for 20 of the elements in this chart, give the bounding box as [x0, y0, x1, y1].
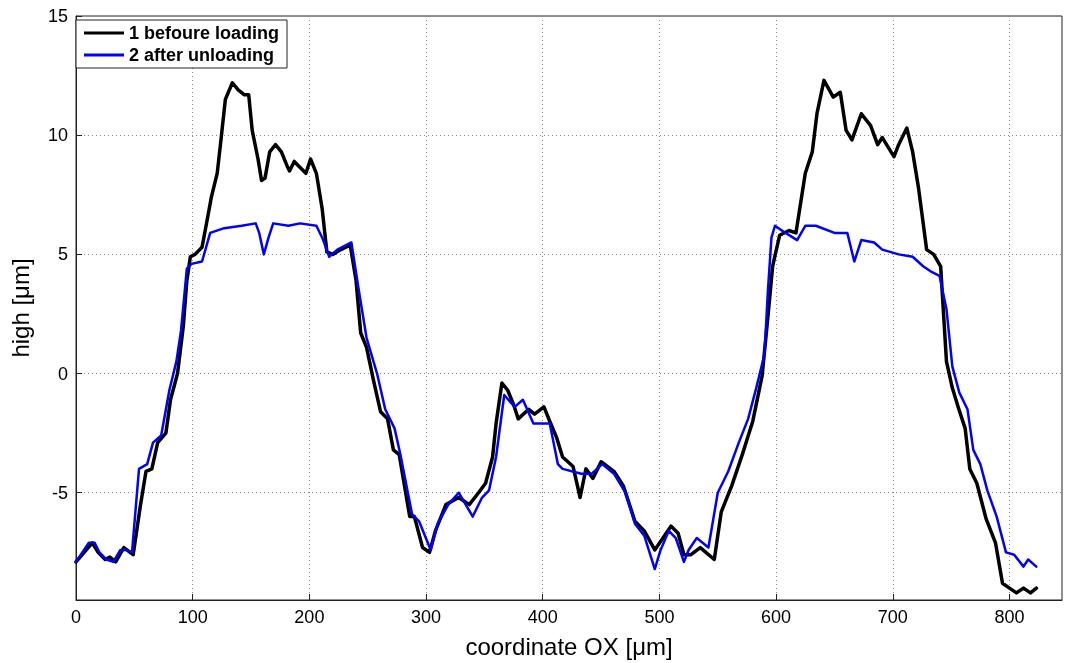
x-tick-label: 500 [644, 607, 675, 627]
legend-label: 2 after unloading [129, 45, 275, 65]
x-tick-label: 100 [177, 607, 208, 627]
line-series [74, 78, 1039, 595]
x-tick-label: 400 [527, 607, 558, 627]
x-tick-label: 600 [761, 607, 792, 627]
y-tick-label: 0 [57, 363, 68, 384]
x-tick-label: 700 [877, 607, 908, 627]
x-tick-label: 0 [70, 607, 82, 627]
line-series [74, 222, 1038, 571]
y-tick-label: 5 [57, 244, 68, 265]
x-tick-label: 300 [411, 607, 442, 627]
x-tick-label: 200 [294, 607, 325, 627]
x-axis-title: coordinate OX [μm] [465, 632, 673, 660]
y-tick-label: -5 [51, 482, 68, 503]
x-tick-label: 800 [994, 607, 1025, 627]
y-tick-label: 15 [47, 6, 68, 26]
y-tick-label: 10 [47, 125, 68, 146]
y-axis-title: high [μm] [6, 258, 34, 358]
legend-label: 1 befoure loading [129, 23, 280, 43]
